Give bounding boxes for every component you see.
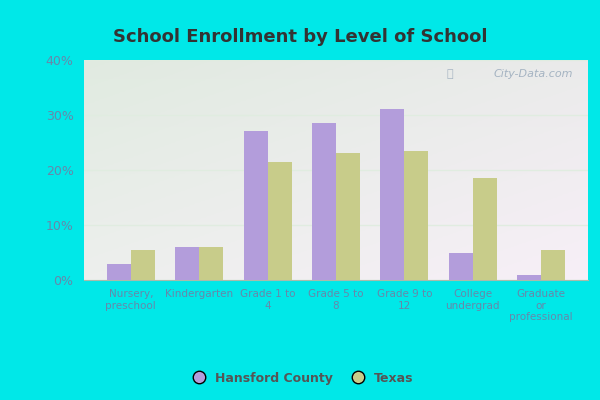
Bar (107, 264, 131, 280)
Bar (312, 123, 336, 280)
Bar (244, 132, 268, 280)
Bar (449, 252, 473, 280)
Text: ⓘ: ⓘ (447, 69, 454, 79)
Bar (517, 274, 541, 280)
Bar (541, 250, 565, 280)
Text: City-Data.com: City-Data.com (493, 69, 573, 79)
Bar (380, 110, 404, 280)
Bar (199, 247, 223, 280)
Bar (336, 154, 360, 280)
Bar (473, 178, 497, 280)
Bar (175, 247, 199, 280)
Text: School Enrollment by Level of School: School Enrollment by Level of School (113, 28, 487, 46)
Legend: Hansford County, Texas: Hansford County, Texas (181, 367, 419, 390)
Bar (268, 162, 292, 280)
Bar (404, 151, 428, 280)
Bar (131, 250, 155, 280)
